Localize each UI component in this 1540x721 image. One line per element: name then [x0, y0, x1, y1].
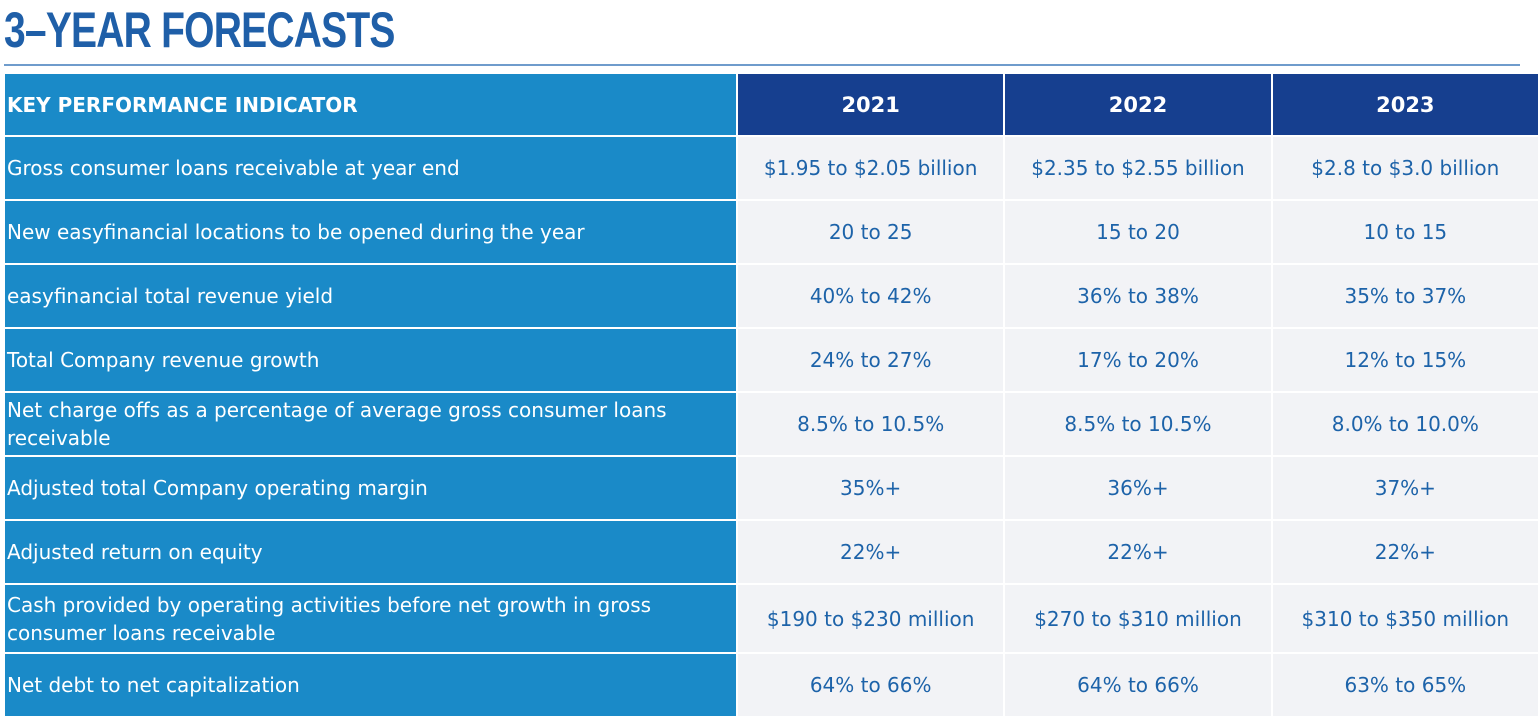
kpi-value-2022: 8.5% to 10.5%	[1005, 393, 1271, 455]
table-header-row: KEY PERFORMANCE INDICATOR 2021 2022 2023	[5, 74, 1538, 135]
kpi-value-2023: 22%+	[1272, 521, 1538, 583]
header-year-2021: 2021	[738, 74, 1004, 135]
title-divider	[4, 64, 1520, 66]
kpi-value-2022: 17% to 20%	[1005, 329, 1271, 391]
kpi-value-2021: 20 to 25	[738, 201, 1004, 263]
forecast-table: KEY PERFORMANCE INDICATOR 2021 2022 2023…	[3, 72, 1540, 718]
kpi-value-2023: $310 to $350 million	[1272, 585, 1538, 652]
kpi-value-2023: 35% to 37%	[1272, 265, 1538, 327]
table-row: Cash provided by operating activities be…	[5, 585, 1538, 652]
kpi-value-2022: 22%+	[1005, 521, 1271, 583]
table-row: Adjusted return on equity 22%+ 22%+ 22%+	[5, 521, 1538, 583]
kpi-value-2022: $270 to $310 million	[1005, 585, 1271, 652]
kpi-value-2023: 8.0% to 10.0%	[1272, 393, 1538, 455]
kpi-value-2021: 35%+	[738, 457, 1004, 519]
kpi-label: Gross consumer loans receivable at year …	[5, 137, 736, 199]
kpi-label: Adjusted total Company operating margin	[5, 457, 736, 519]
kpi-value-2021: $1.95 to $2.05 billion	[738, 137, 1004, 199]
kpi-value-2021: 64% to 66%	[738, 654, 1004, 716]
kpi-value-2023: 10 to 15	[1272, 201, 1538, 263]
kpi-label: Total Company revenue growth	[5, 329, 736, 391]
header-year-2023: 2023	[1272, 74, 1538, 135]
kpi-label: easyfinancial total revenue yield	[5, 265, 736, 327]
table-row: Net debt to net capitalization 64% to 66…	[5, 654, 1538, 716]
table-row: Adjusted total Company operating margin …	[5, 457, 1538, 519]
kpi-value-2021: 8.5% to 10.5%	[738, 393, 1004, 455]
table-row: New easyfinancial locations to be opened…	[5, 201, 1538, 263]
kpi-value-2021: 22%+	[738, 521, 1004, 583]
header-kpi: KEY PERFORMANCE INDICATOR	[5, 74, 736, 135]
table-row: easyfinancial total revenue yield 40% to…	[5, 265, 1538, 327]
kpi-value-2023: 37%+	[1272, 457, 1538, 519]
kpi-value-2023: $2.8 to $3.0 billion	[1272, 137, 1538, 199]
kpi-value-2023: 12% to 15%	[1272, 329, 1538, 391]
kpi-value-2021: $190 to $230 million	[738, 585, 1004, 652]
kpi-label: Cash provided by operating activities be…	[5, 585, 736, 652]
kpi-label: Adjusted return on equity	[5, 521, 736, 583]
header-year-2022: 2022	[1005, 74, 1271, 135]
kpi-value-2021: 40% to 42%	[738, 265, 1004, 327]
kpi-value-2021: 24% to 27%	[738, 329, 1004, 391]
page-title: 3–YEAR FORECASTS	[4, 2, 395, 58]
kpi-value-2023: 63% to 65%	[1272, 654, 1538, 716]
kpi-label: Net charge offs as a percentage of avera…	[5, 393, 736, 455]
table-row: Total Company revenue growth 24% to 27% …	[5, 329, 1538, 391]
kpi-value-2022: 15 to 20	[1005, 201, 1271, 263]
kpi-label: Net debt to net capitalization	[5, 654, 736, 716]
kpi-value-2022: 36%+	[1005, 457, 1271, 519]
table-row: Gross consumer loans receivable at year …	[5, 137, 1538, 199]
kpi-value-2022: 64% to 66%	[1005, 654, 1271, 716]
kpi-value-2022: 36% to 38%	[1005, 265, 1271, 327]
table-row: Net charge offs as a percentage of avera…	[5, 393, 1538, 455]
kpi-label: New easyfinancial locations to be opened…	[5, 201, 736, 263]
kpi-value-2022: $2.35 to $2.55 billion	[1005, 137, 1271, 199]
